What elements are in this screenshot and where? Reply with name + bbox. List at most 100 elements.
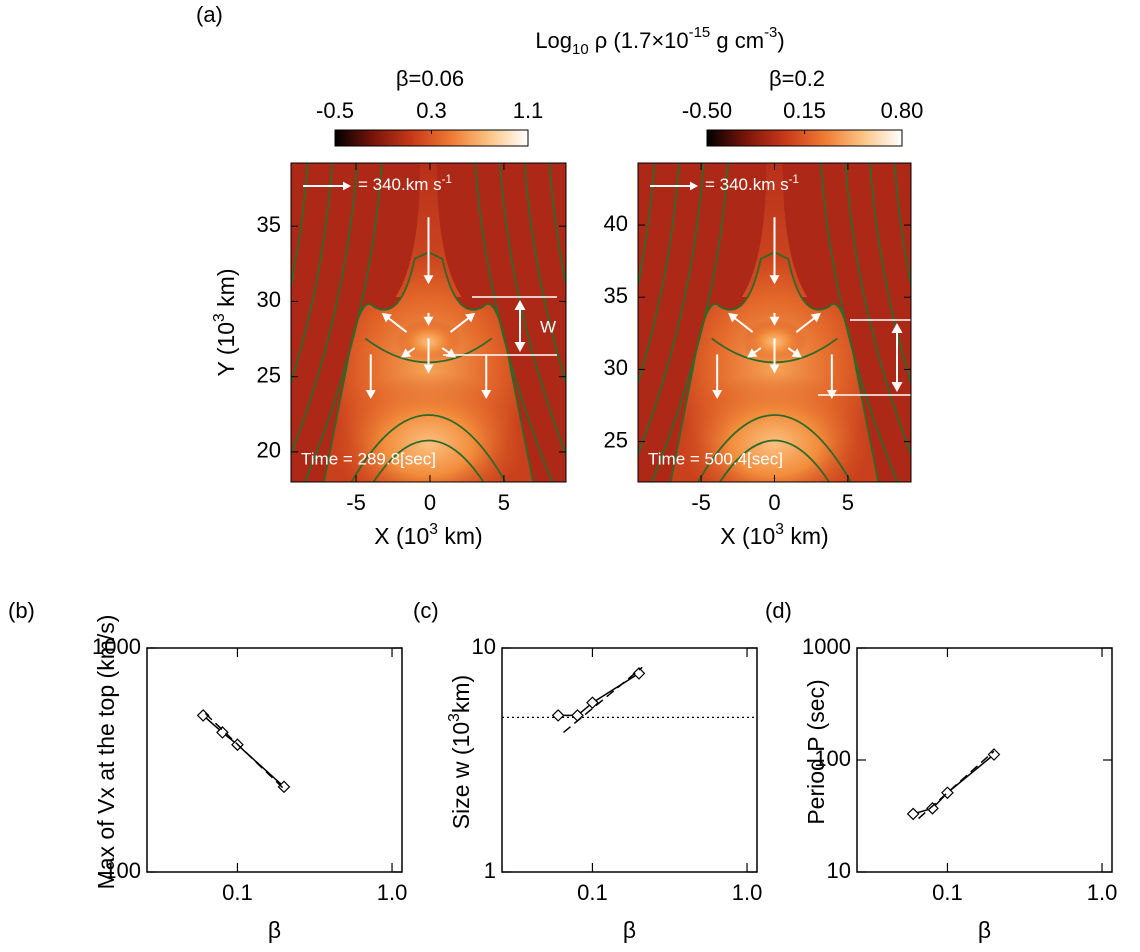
- y-tick-label: 1000: [92, 634, 141, 659]
- flow-arrow-head: [747, 348, 758, 358]
- data-point: [216, 726, 229, 739]
- series-line: [918, 750, 995, 820]
- x-axis-label: X (103 km): [374, 521, 482, 549]
- x-axis-label-part: 3: [429, 521, 438, 538]
- y-axis-label: Y (103 km): [211, 269, 239, 377]
- y-axis-label-part: km): [448, 675, 474, 713]
- y-tick-label: 30: [604, 355, 628, 380]
- field-line: [523, 163, 566, 386]
- flow-arrow-head: [791, 348, 802, 358]
- x-tick-label: 1.0: [377, 880, 408, 905]
- y-tick-label: 30: [257, 287, 281, 312]
- y-tick-label: 10: [472, 634, 496, 659]
- data-point: [906, 807, 920, 821]
- y-axis-label-part: 3: [211, 313, 228, 322]
- plot-frame: [290, 162, 567, 483]
- width-label: W: [925, 346, 941, 365]
- colorbar-title-part: Log: [535, 28, 572, 53]
- velocity-label: = 340.km s-1: [358, 174, 452, 194]
- field-line: [499, 163, 566, 457]
- y-axis-label-part: 3: [446, 713, 463, 722]
- x-tick-label: 1.0: [1087, 880, 1118, 905]
- field-line: [372, 439, 485, 482]
- panel-label: (c): [413, 598, 439, 623]
- y-axis-label: Period P (sec): [803, 679, 829, 824]
- flow-arrow-head: [728, 312, 739, 323]
- time-label: Time = 500.4[sec]: [648, 449, 783, 468]
- map-core: [329, 373, 528, 482]
- data-point: [926, 802, 939, 815]
- y-tick-label: 100: [104, 858, 141, 883]
- time-label: Time = 289.8[sec]: [301, 449, 436, 468]
- colorbar-title-part: ): [777, 28, 784, 53]
- x-axis-label: β: [978, 917, 991, 943]
- x-tick-label: 5: [842, 490, 854, 515]
- x-axis-label: X (103 km): [720, 521, 828, 549]
- colorbar-tick-label: 0.3: [416, 98, 447, 123]
- map-core: [676, 373, 873, 482]
- field-line: [638, 163, 656, 290]
- series-line: [202, 714, 285, 788]
- colorbar-tick-label: 0.15: [783, 98, 826, 123]
- flow-arrow-head: [810, 312, 821, 323]
- field-line: [697, 414, 852, 482]
- y-tick-label: 1: [484, 858, 496, 883]
- flow-arrow-head: [891, 323, 903, 333]
- data-point: [196, 709, 210, 722]
- colorbar-tick-label: 1.1: [513, 98, 544, 123]
- x-tick-label: 0: [768, 490, 780, 515]
- x-tick-label: 0.1: [932, 880, 963, 905]
- flow-arrow-head: [769, 316, 780, 326]
- colorbar-title-part: g cm: [710, 28, 764, 53]
- data-point: [586, 696, 599, 710]
- flow-arrow-head: [423, 364, 434, 374]
- flow-arrow-head: [769, 364, 780, 374]
- flow-arrow-head: [365, 390, 376, 400]
- flow-arrow-head: [465, 312, 476, 323]
- flow-arrow-head: [690, 181, 698, 191]
- y-axis-label-part: Y (10: [213, 322, 239, 377]
- panel-label: (b): [8, 598, 35, 623]
- panel-label: (a): [196, 2, 223, 27]
- density-map: [638, 163, 911, 482]
- panel-label: (d): [765, 598, 792, 623]
- field-line: [638, 163, 680, 386]
- flow-arrow-head: [891, 382, 903, 392]
- colorbar-subtitle: β=0.2: [769, 66, 825, 91]
- y-tick-label: 10: [827, 858, 851, 883]
- x-axis-label: β: [623, 917, 636, 943]
- flow-arrow-head: [769, 275, 780, 285]
- colorbar-tick-label: -0.50: [682, 98, 732, 123]
- x-axis-label-part: km): [784, 523, 829, 549]
- series-line: [204, 712, 285, 790]
- x-tick-label: 0.1: [577, 880, 608, 905]
- colorbar-title-part: -3: [764, 24, 777, 41]
- field-line: [350, 414, 507, 482]
- flow-arrow-shaft: [795, 316, 816, 333]
- flow-arrow-head: [401, 348, 412, 358]
- field-line: [719, 439, 830, 482]
- y-axis-label: Max of Vx at the top (km/s): [93, 615, 119, 890]
- y-tick-label: 25: [257, 362, 281, 387]
- flow-arrow-head: [423, 275, 434, 285]
- x-axis-label-part: X (10: [720, 523, 775, 549]
- plot-frame: [146, 647, 403, 873]
- velocity-label-part: = 340.km s: [358, 175, 442, 194]
- x-tick-label: 5: [498, 490, 510, 515]
- field-line: [548, 163, 566, 290]
- y-tick-label: 40: [604, 211, 628, 236]
- series-line: [563, 666, 643, 733]
- colorbar-title-part: ρ (1.7×10: [589, 28, 689, 53]
- flow-arrow-head: [481, 390, 492, 400]
- colorbar-subtitle: β=0.06: [396, 66, 464, 91]
- x-tick-label: -5: [691, 490, 711, 515]
- x-tick-label: -5: [346, 490, 366, 515]
- x-tick-label: 1.0: [732, 880, 763, 905]
- data-point: [987, 748, 1001, 761]
- y-tick-label: 35: [257, 212, 281, 237]
- field-line: [291, 163, 309, 290]
- colorbar-title-part: -15: [689, 24, 711, 41]
- field-line: [291, 163, 358, 457]
- y-tick-label: 20: [257, 438, 281, 463]
